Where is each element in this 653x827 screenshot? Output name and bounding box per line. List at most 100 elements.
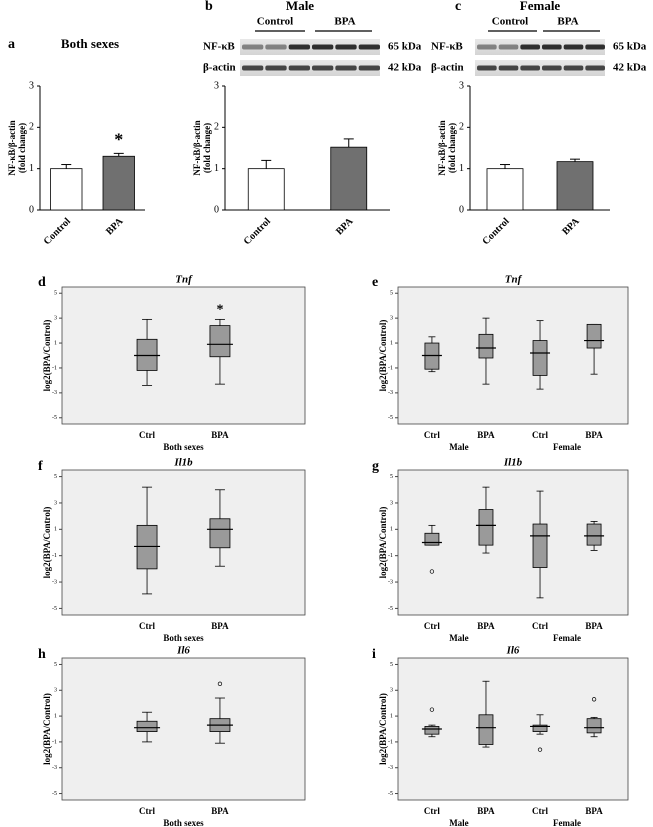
significance-mark: * [114,129,123,149]
x-tick-label: BPA [211,806,229,816]
y-axis-label: log2(BPA/Control) [42,507,52,579]
y-tick-label: 5 [54,662,57,668]
box [136,524,158,570]
blot-group-label: BPA [334,16,355,28]
outlier [429,569,435,574]
blot-group-label: Control [492,16,528,28]
y-tick-label: 3 [54,500,57,506]
y-tick-label: 3 [390,316,393,322]
y-tick-label: 5 [390,474,393,480]
x-tick-label: BPA [334,215,356,237]
y-tick-label: 1 [54,340,57,346]
group-label: Male [449,818,469,827]
y-tick-label: 2 [459,122,464,133]
outlier [537,747,543,752]
x-tick-label: BPA [560,215,582,237]
blot-band [585,65,605,71]
y-tick-label: 3 [390,688,393,694]
box [532,340,548,376]
x-tick-label: Ctrl [139,430,155,440]
x-tick-label: BPA [211,430,229,440]
x-axis-label: Both sexes [163,818,204,827]
y-tick-label: 1 [459,163,464,174]
bar [330,146,368,211]
blot-band [288,65,310,71]
x-axis-label: Both sexes [163,633,204,643]
y-tick-label: -3 [388,390,393,396]
y-axis-label: (fold change) [17,123,27,173]
y-tick-label: -3 [388,579,393,585]
y-tick-label: 0 [29,204,34,215]
chart-title: Tnf [175,274,193,286]
y-tick-label: -3 [388,765,393,771]
x-tick-label: Ctrl [424,621,440,631]
plot-area [61,657,306,801]
chart-title: Il1b [503,457,523,469]
x-tick-label: Ctrl [424,430,440,440]
chart-title: Male [286,0,314,13]
box [209,325,231,358]
y-axis-label: NF-κB/β-actin [437,120,447,175]
outlier [217,681,223,686]
significance-mark: * [216,303,223,318]
panel-label: b [205,0,213,14]
blot-size-label: 42 kDa [388,62,422,74]
y-tick-label: -1 [52,739,57,745]
bar [556,161,594,211]
y-axis-label: (fold change) [447,123,457,173]
blot-band [265,65,287,71]
box [424,532,440,546]
blot-band-label: NF-κB [431,41,463,53]
y-tick-label: 5 [54,291,57,297]
y-tick-label: -1 [52,553,57,559]
bar [486,168,524,211]
y-tick-label: 5 [390,662,393,668]
blot-band [335,65,357,71]
x-tick-label: BPA [585,621,603,631]
blot-band-label: NF-κB [203,41,235,53]
box [136,338,158,371]
y-tick-label: 0 [459,204,464,215]
box [136,720,158,732]
y-tick-label: 1 [54,713,57,719]
box [532,523,548,568]
box [478,333,494,359]
plot-area [61,469,306,616]
y-tick-label: 2 [29,122,34,133]
y-tick-label: -3 [52,765,57,771]
y-tick-label: -1 [52,365,57,371]
x-tick-label: BPA [585,806,603,816]
bar [247,168,285,211]
group-label: Female [553,818,581,827]
y-tick-label: 3 [54,688,57,694]
y-tick-label: -3 [52,579,57,585]
y-axis-label: (fold change) [202,123,212,173]
y-axis-label: log2(BPA/Control) [42,693,52,765]
chart-title: Both sexes [61,36,119,51]
group-label: Male [449,442,469,452]
bar [50,168,83,211]
x-tick-label: Ctrl [139,621,155,631]
y-tick-label: 3 [214,80,219,91]
blot-band-label: β-actin [431,62,464,74]
box [478,509,494,546]
box [532,724,548,732]
blot-band [477,44,497,50]
y-tick-label: 5 [54,474,57,480]
y-tick-label: 1 [390,340,393,346]
y-axis-label: NF-κB/β-actin [192,120,202,175]
panel-label: a [8,37,15,52]
blot-band [498,65,519,71]
bar [102,155,135,211]
x-tick-label: Ctrl [424,806,440,816]
blot-band [335,44,357,50]
x-tick-label: Control [42,216,73,247]
blot-band [542,44,562,50]
y-tick-label: -5 [52,791,57,797]
blot-band [520,65,540,71]
blot-band [563,44,584,50]
blot-size-label: 42 kDa [613,62,647,74]
chart-title: Il1b [173,457,193,469]
y-tick-label: -1 [388,739,393,745]
y-tick-label: 2 [214,122,219,133]
